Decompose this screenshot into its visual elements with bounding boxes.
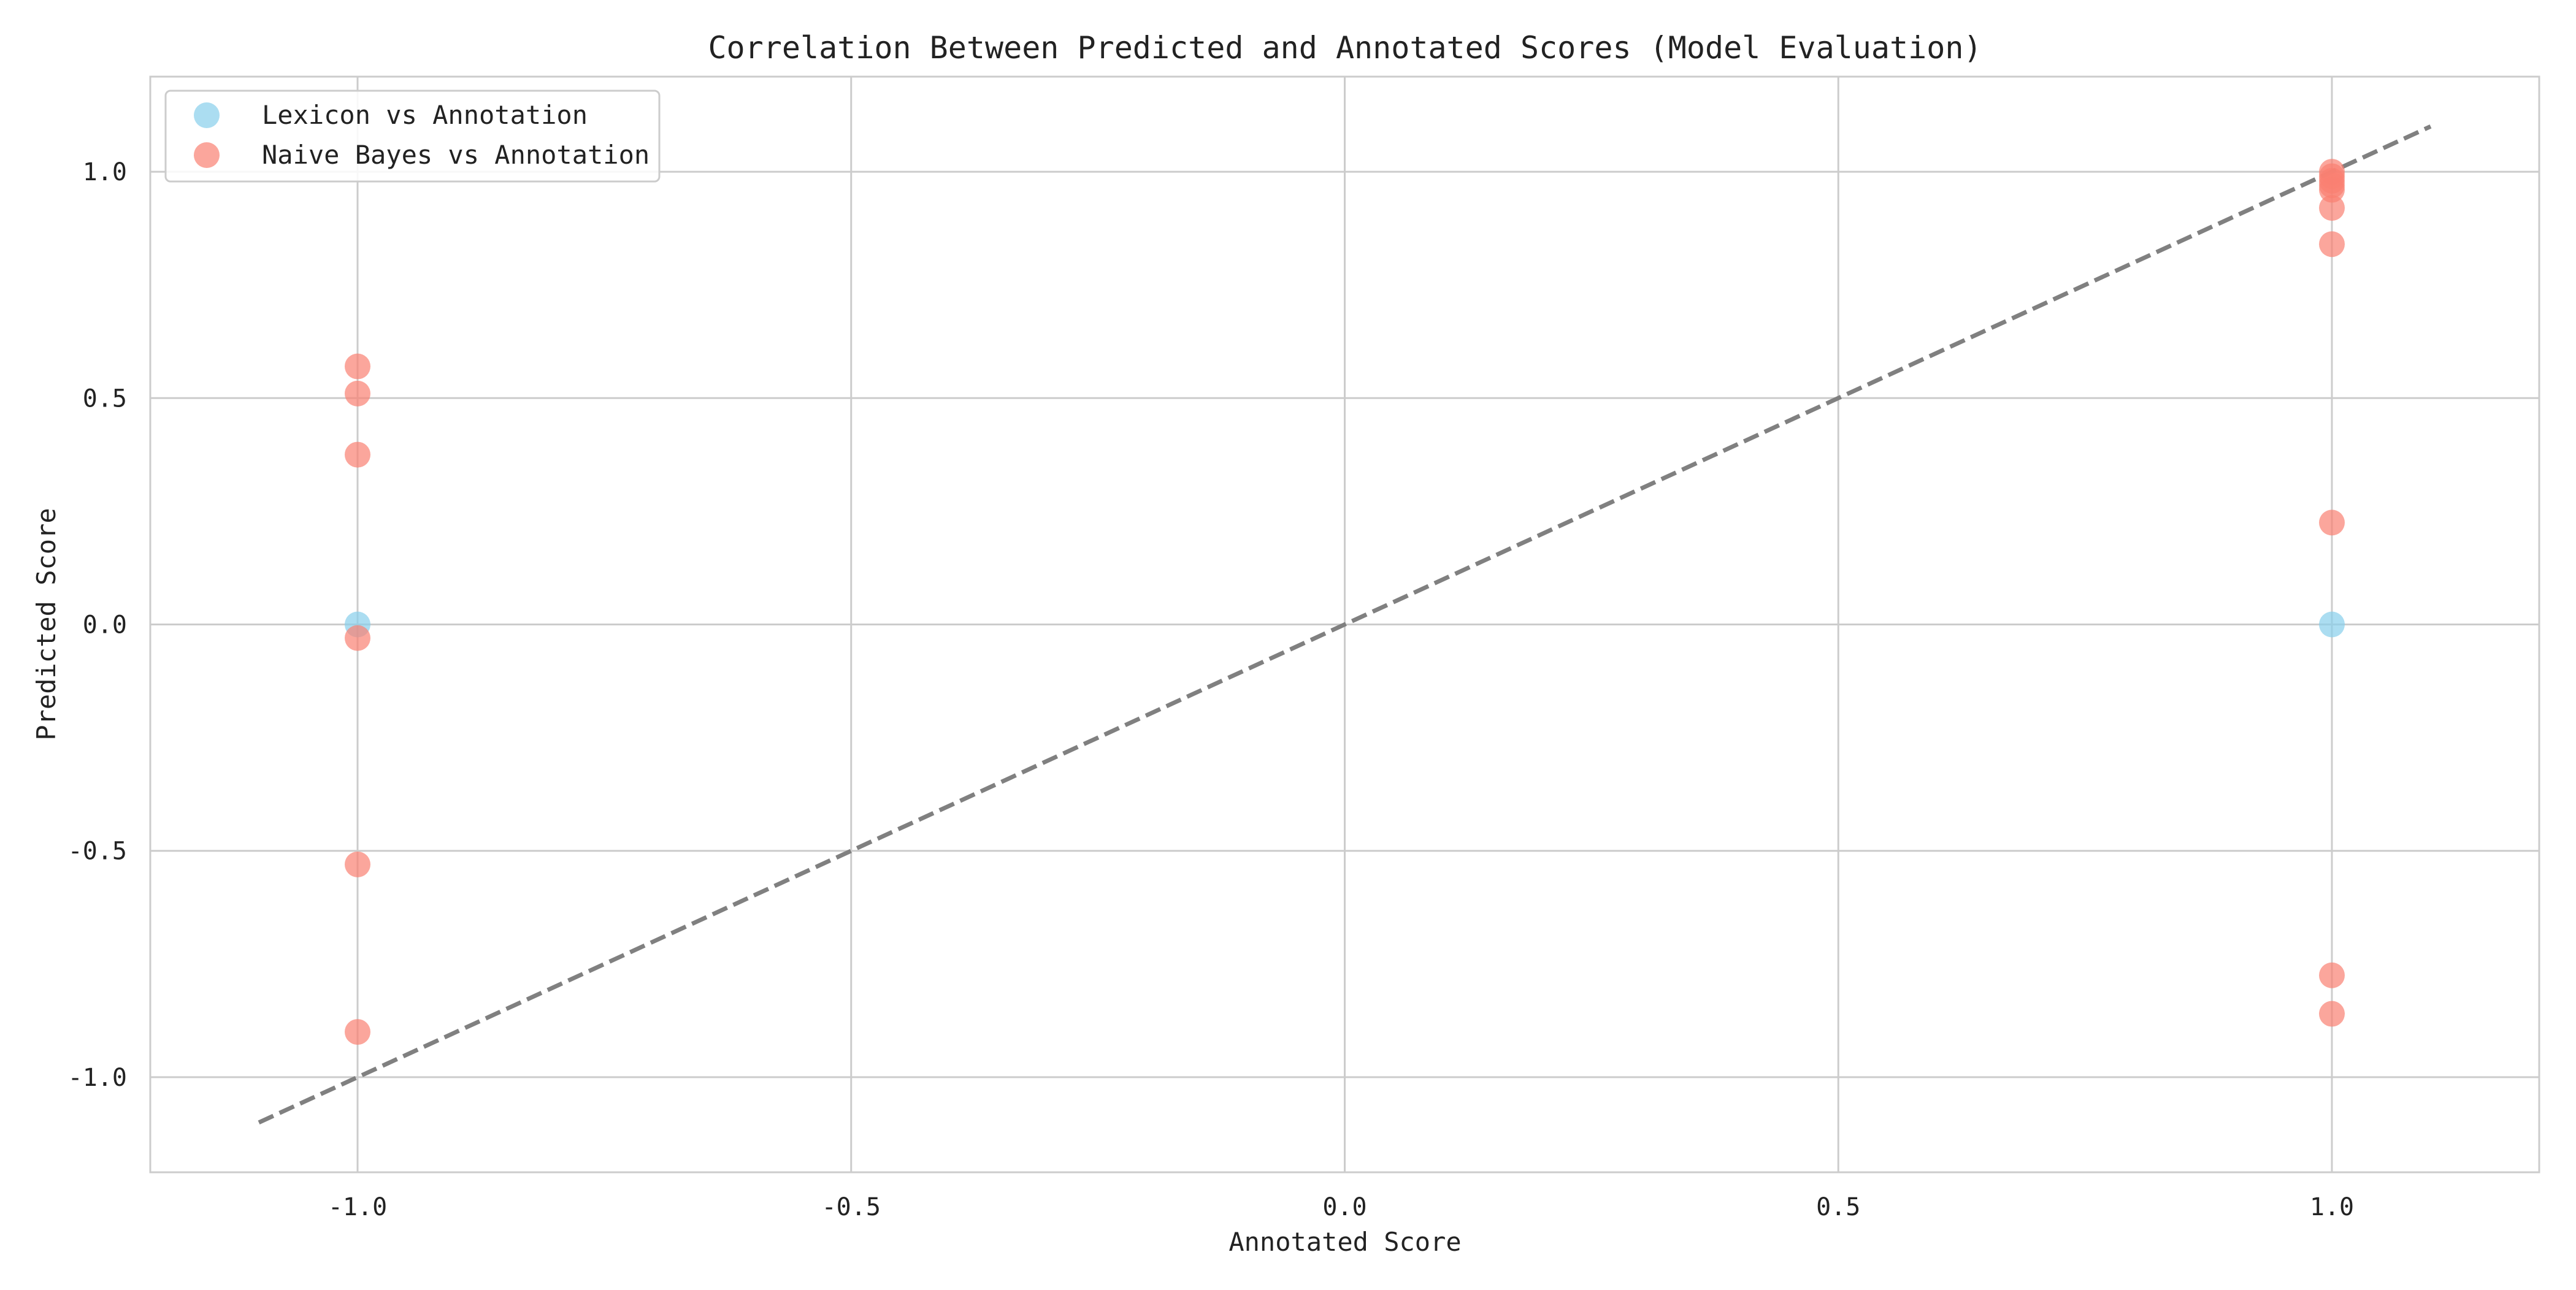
legend: Lexicon vs Annotation Naive Bayes vs Ann… [164,90,661,183]
x-tick-label: 0.0 [1322,1193,1367,1221]
data-point [2319,510,2345,536]
x-tick-label: -0.5 [822,1193,881,1221]
y-tick-label: 0.0 [83,611,127,639]
y-tick-label: -0.5 [68,838,127,866]
legend-marker-naive-bayes [194,142,220,168]
y-tick-label: 0.5 [83,384,127,413]
data-point [2319,1001,2345,1027]
data-point [2319,962,2345,988]
tick-labels: -1.0 -0.5 0.0 0.5 1.0 -1.0 -0.5 0.0 0.5 1.0 [68,158,2354,1221]
data-point [344,625,370,651]
y-axis-label: Predicted Score [31,508,61,740]
x-axis-label: Annotated Score [1229,1227,1461,1257]
x-tick-label: 0.5 [1816,1193,1860,1221]
data-point [2319,177,2345,203]
data-point [344,353,370,380]
plot-frame [149,75,2540,1174]
legend-marker-lexicon [194,102,220,128]
x-tick-label: -1.0 [328,1193,387,1221]
chart-title: Correlation Between Predicted and Annota… [708,30,1982,66]
legend-box [164,90,661,183]
reference-line [258,124,2432,1124]
legend-label-lexicon: Lexicon vs Annotation [262,100,588,130]
legend-label-naive-bayes: Naive Bayes vs Annotation [262,140,650,170]
y-tick-label: 1.0 [83,158,127,186]
data-point [344,1019,370,1045]
reference-line-layer [258,124,2432,1124]
x-tick-label: 1.0 [2310,1193,2354,1221]
data-point [344,380,370,406]
data-point [2319,611,2345,638]
data-point [2319,195,2345,221]
series-1 [344,159,2345,1045]
y-tick-label: -1.0 [68,1064,127,1092]
data-point [2319,231,2345,258]
data-point [344,851,370,877]
data-point [344,441,370,468]
data-points [344,159,2345,1045]
